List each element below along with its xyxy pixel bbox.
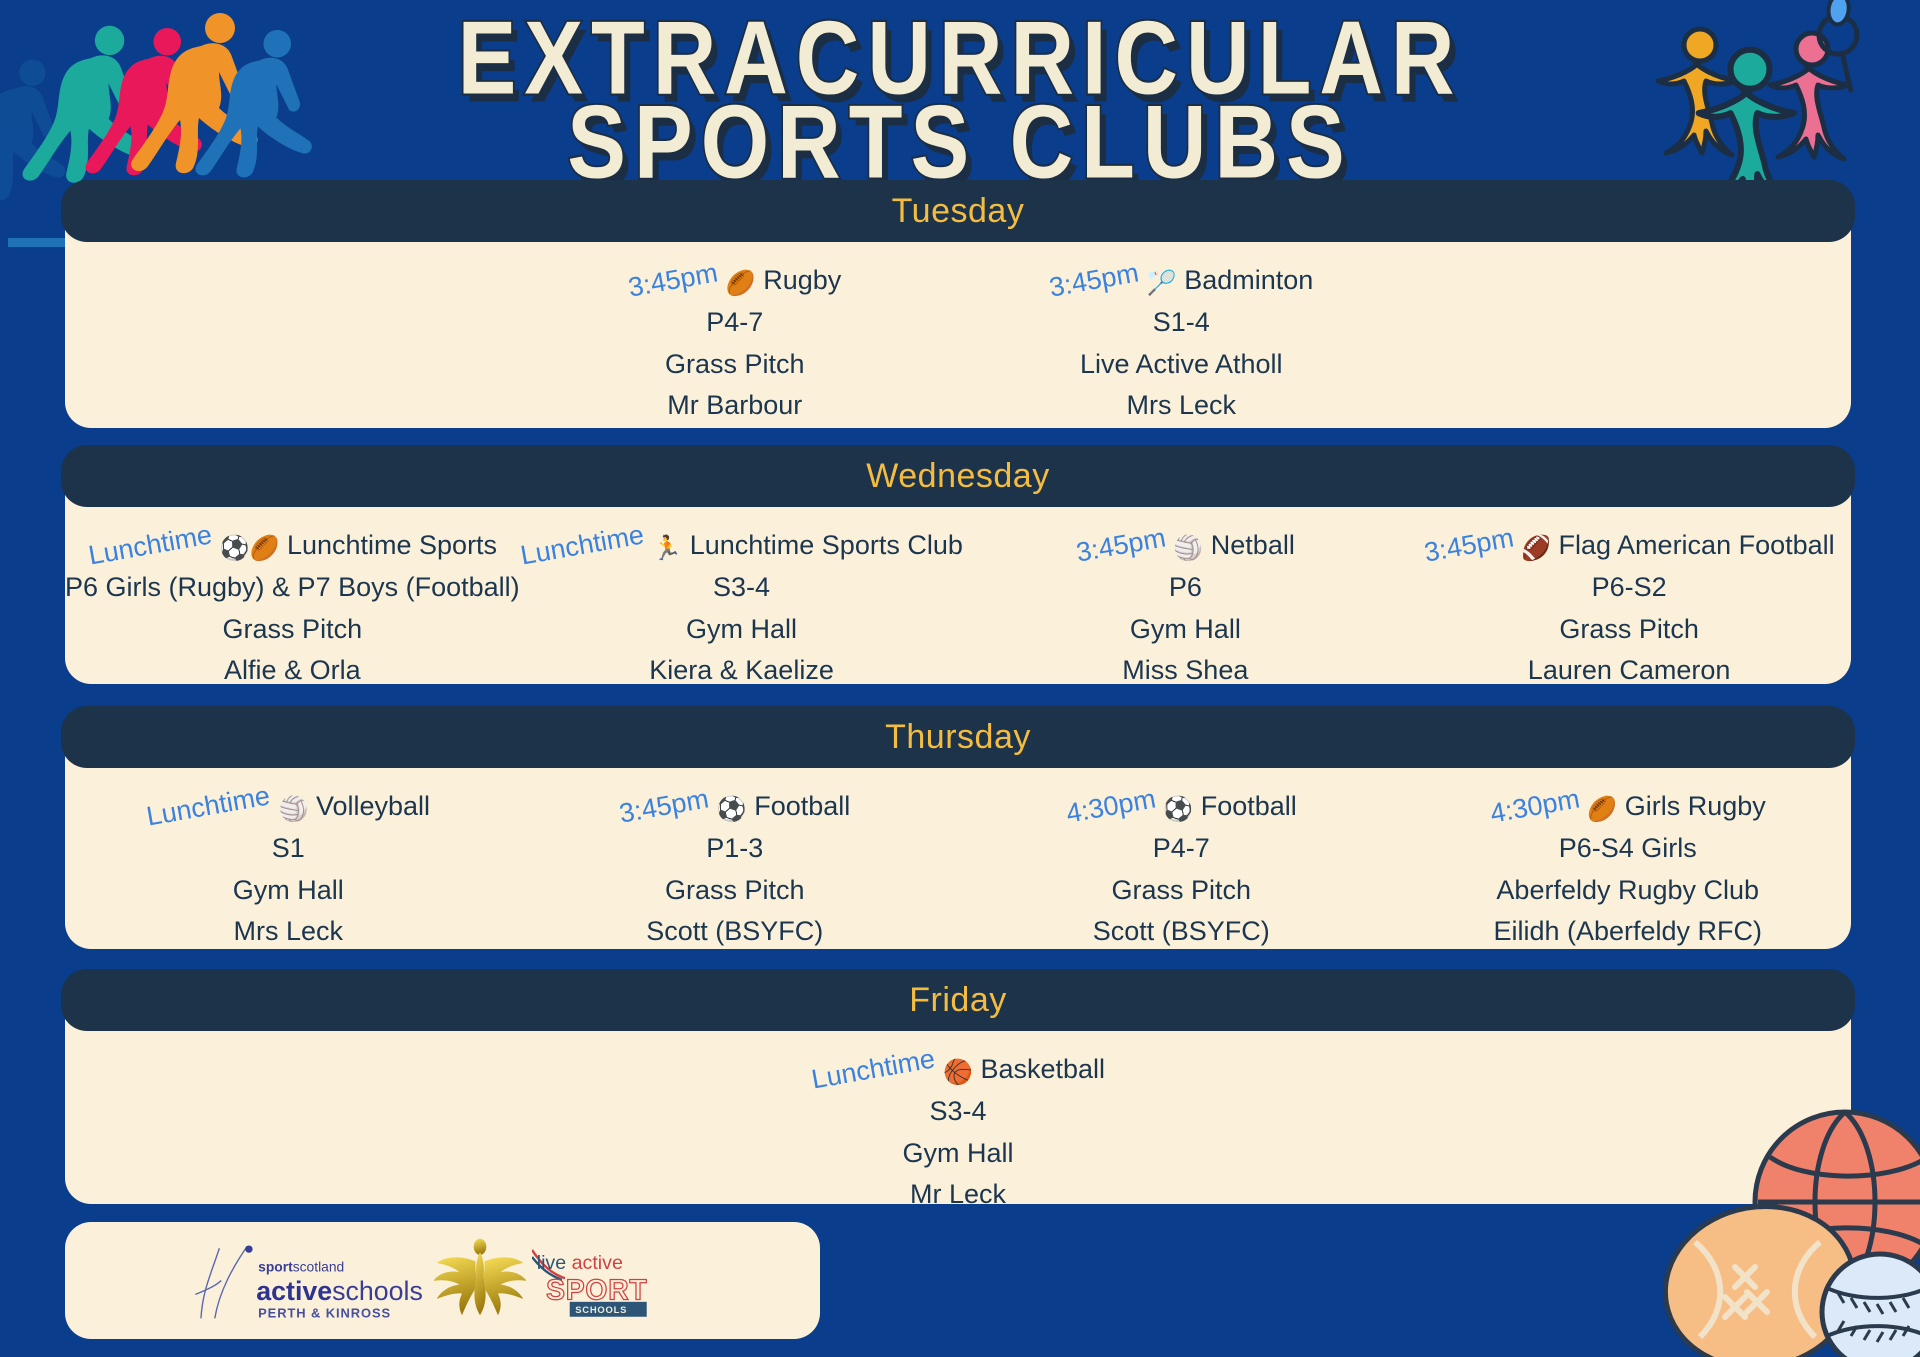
svg-text:PERTH & KINROSS: PERTH & KINROSS — [258, 1305, 391, 1320]
svg-text:activeschools: activeschools — [256, 1275, 423, 1305]
svg-text:SPORT: SPORT — [546, 1273, 647, 1305]
svg-text:SCHOOLS: SCHOOLS — [575, 1303, 627, 1314]
svg-text:sportscotland: sportscotland — [258, 1258, 344, 1274]
svg-text:live active: live active — [537, 1251, 623, 1273]
